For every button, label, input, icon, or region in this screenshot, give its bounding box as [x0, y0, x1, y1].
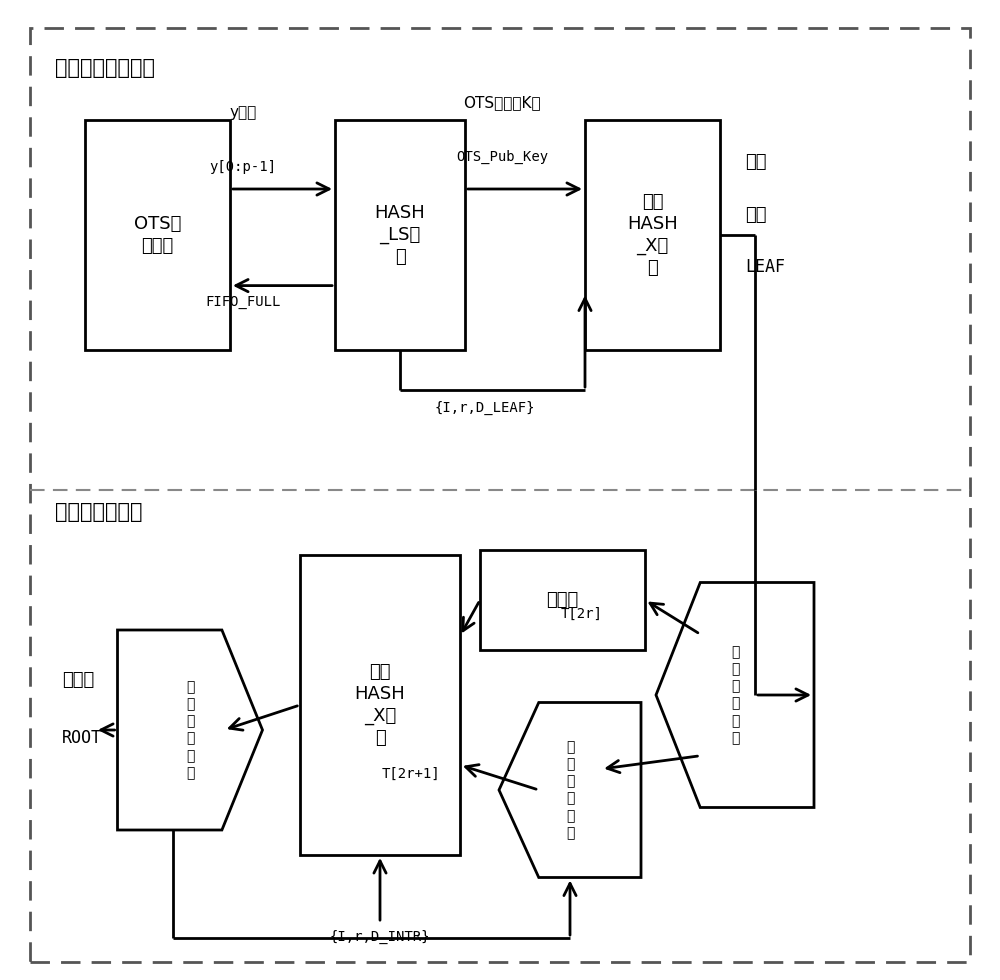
- FancyArrowPatch shape: [229, 706, 297, 730]
- Text: ROOT: ROOT: [62, 729, 102, 747]
- FancyArrowPatch shape: [579, 298, 591, 387]
- Text: 根节点生成单元: 根节点生成单元: [55, 502, 143, 522]
- FancyArrowPatch shape: [650, 603, 698, 633]
- FancyBboxPatch shape: [300, 555, 460, 855]
- Text: 先
进
先
出
队
列: 先 进 先 出 队 列: [566, 740, 574, 840]
- FancyBboxPatch shape: [85, 120, 230, 350]
- Text: 第二
HASH
_X模
块: 第二 HASH _X模 块: [355, 662, 405, 748]
- FancyArrowPatch shape: [236, 279, 332, 292]
- Text: HASH
_LS模
块: HASH _LS模 块: [375, 204, 425, 267]
- Text: OTS公钥的K值: OTS公钥的K值: [463, 95, 541, 110]
- FancyArrowPatch shape: [233, 183, 329, 195]
- Polygon shape: [656, 582, 814, 808]
- FancyBboxPatch shape: [30, 28, 970, 962]
- FancyArrowPatch shape: [758, 689, 808, 701]
- Text: T[2r]: T[2r]: [561, 608, 603, 621]
- Text: {I,r,D_LEAF}: {I,r,D_LEAF}: [435, 401, 535, 416]
- FancyArrowPatch shape: [463, 603, 479, 631]
- FancyArrowPatch shape: [468, 183, 579, 195]
- Text: 寄存器: 寄存器: [546, 591, 579, 609]
- Text: OTS公
钥模块: OTS公 钥模块: [134, 215, 181, 255]
- Text: 第
一
路
分
路
器: 第 一 路 分 路 器: [731, 645, 739, 745]
- FancyBboxPatch shape: [335, 120, 465, 350]
- FancyBboxPatch shape: [480, 550, 645, 650]
- Text: 叶子: 叶子: [745, 153, 767, 171]
- Text: FIFO_FULL: FIFO_FULL: [205, 295, 281, 309]
- Text: {I,r,D_INTR}: {I,r,D_INTR}: [330, 930, 430, 944]
- Text: T[2r+1]: T[2r+1]: [381, 767, 440, 781]
- Polygon shape: [499, 703, 641, 877]
- Text: y[0:p-1]: y[0:p-1]: [210, 160, 276, 174]
- Text: 叶子节点生成单元: 叶子节点生成单元: [55, 58, 155, 78]
- Text: y序列: y序列: [229, 105, 257, 120]
- FancyArrowPatch shape: [466, 764, 536, 789]
- FancyBboxPatch shape: [585, 120, 720, 350]
- Text: 节点: 节点: [745, 206, 767, 224]
- FancyArrowPatch shape: [564, 883, 576, 935]
- FancyArrowPatch shape: [374, 860, 386, 920]
- Text: LEAF: LEAF: [745, 258, 785, 276]
- Text: 根节点: 根节点: [62, 671, 94, 689]
- Polygon shape: [118, 630, 262, 830]
- Text: 第
三
路
分
路
器: 第 三 路 分 路 器: [186, 680, 194, 780]
- FancyArrowPatch shape: [607, 757, 697, 772]
- FancyArrowPatch shape: [101, 724, 115, 736]
- Text: 第一
HASH
_X模
块: 第一 HASH _X模 块: [627, 192, 678, 277]
- Text: OTS_Pub_Key: OTS_Pub_Key: [456, 150, 548, 164]
